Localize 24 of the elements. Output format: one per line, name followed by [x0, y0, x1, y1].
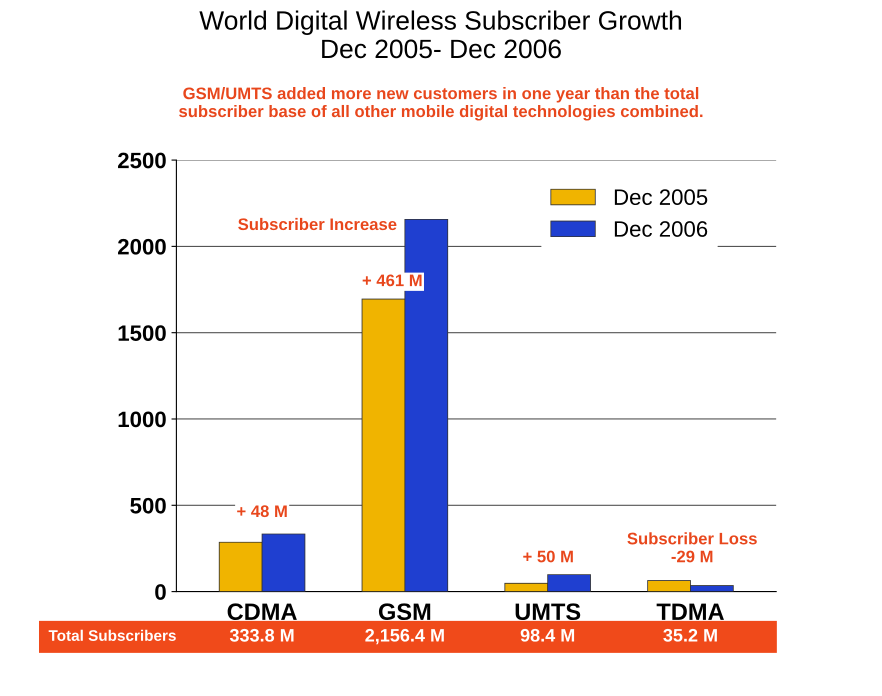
chart-subtitle: GSM/UMTS added more new customers in one year than the total subscriber base of all other mobile digital technologies combined. — [179, 87, 702, 121]
annotation: Subscriber Increase — [238, 218, 396, 230]
annotation: + 48 M — [237, 505, 287, 518]
y-tick-label: 500 — [130, 498, 166, 514]
data-label: 35.2 M — [663, 628, 717, 642]
y-tick-label: 2000 — [118, 238, 166, 255]
annotation: + 50 M — [523, 550, 573, 562]
annotation: + 461 M — [362, 274, 422, 286]
x-tick-label: TDMA — [656, 604, 724, 620]
chart-title: World Digital Wireless Subscriber Growth Dec 2005- Dec 2006 — [199, 10, 682, 58]
y-tick-label: 1500 — [118, 325, 166, 341]
data-label: 333.8 M — [230, 628, 294, 642]
x-tick-label: GSM — [378, 603, 430, 620]
data-label: 98.4 M — [520, 628, 574, 642]
annotation: Subscriber Loss -29 M — [627, 532, 757, 562]
x-tick-label: UMTS — [516, 603, 580, 620]
legend-label: Dec 2005 — [614, 189, 708, 206]
x-tick-label: CDMA — [228, 603, 297, 620]
y-tick-label: 0 — [155, 584, 166, 600]
y-tick-label: 1000 — [118, 412, 166, 428]
legend-label: Dec 2006 — [614, 221, 708, 237]
y-tick-label: 2500 — [118, 152, 166, 168]
data-label: 2,156.4 M — [365, 628, 444, 644]
text: Total Subscribers — [48, 630, 176, 641]
